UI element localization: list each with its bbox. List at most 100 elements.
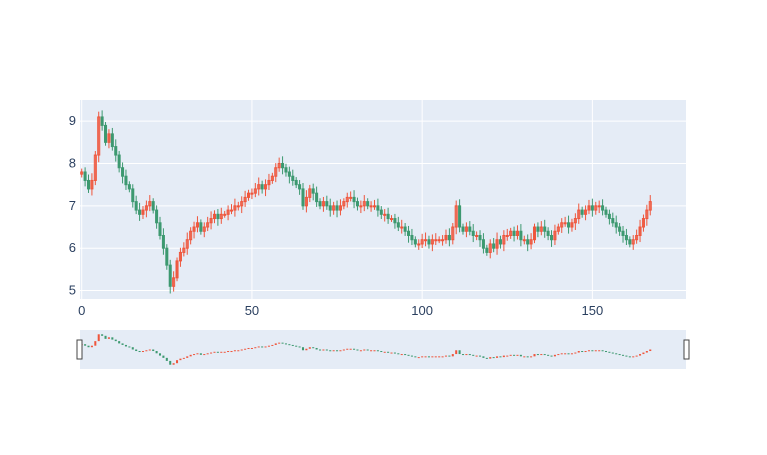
y-tick-label: 7 bbox=[69, 198, 76, 213]
mini-candle bbox=[176, 360, 179, 364]
mini-candle bbox=[206, 353, 209, 355]
candle-body bbox=[93, 154, 97, 181]
candle-body bbox=[284, 167, 288, 173]
candle bbox=[151, 198, 155, 214]
candle bbox=[155, 205, 159, 229]
candle-body bbox=[485, 247, 489, 253]
candle-body bbox=[383, 213, 387, 216]
candle bbox=[175, 257, 179, 282]
candle bbox=[372, 199, 377, 210]
candle-body bbox=[590, 205, 594, 211]
mini-candle bbox=[404, 354, 407, 356]
candle bbox=[311, 183, 315, 201]
candle bbox=[444, 229, 448, 244]
rangeslider-handle-left[interactable] bbox=[76, 339, 83, 360]
candle-body bbox=[138, 209, 142, 215]
rangeslider-handle-right[interactable] bbox=[683, 339, 690, 360]
candle bbox=[161, 228, 165, 255]
candle bbox=[553, 224, 557, 246]
mini-candle bbox=[598, 350, 601, 352]
rangeslider-background[interactable] bbox=[80, 330, 686, 369]
mini-candle bbox=[179, 358, 182, 361]
mini-candle bbox=[410, 355, 413, 357]
candle-body bbox=[199, 222, 203, 232]
candle bbox=[420, 233, 424, 248]
candle bbox=[604, 206, 608, 218]
candle bbox=[471, 224, 475, 243]
candle-body bbox=[175, 260, 179, 279]
candle bbox=[117, 151, 121, 173]
candle bbox=[434, 233, 438, 246]
mini-candle bbox=[210, 352, 213, 354]
candle-body bbox=[352, 196, 356, 203]
candlestick-series[interactable] bbox=[80, 110, 652, 294]
candle-body bbox=[560, 222, 564, 228]
candle bbox=[158, 216, 162, 240]
candle-body bbox=[212, 213, 216, 220]
x-tick-label: 0 bbox=[78, 303, 85, 318]
candle bbox=[570, 218, 574, 232]
candle bbox=[131, 184, 135, 208]
candle-body bbox=[250, 192, 254, 195]
candle bbox=[624, 228, 628, 246]
candle bbox=[641, 214, 645, 232]
mini-candle bbox=[461, 354, 465, 356]
mini-candle bbox=[519, 354, 522, 357]
mini-candle bbox=[421, 356, 424, 358]
y-tick-label: 8 bbox=[69, 156, 76, 171]
candle-body bbox=[478, 234, 482, 241]
candle-body bbox=[301, 188, 305, 207]
candle bbox=[277, 157, 281, 172]
candle bbox=[298, 180, 302, 195]
candle-body bbox=[338, 205, 342, 211]
candle-body bbox=[573, 218, 577, 224]
candle bbox=[124, 169, 128, 190]
rangeslider-series bbox=[80, 334, 652, 365]
candle bbox=[335, 200, 339, 218]
mini-candle bbox=[502, 355, 505, 358]
candle-body bbox=[471, 230, 475, 236]
candle bbox=[628, 236, 632, 248]
candle-body bbox=[628, 239, 632, 245]
candle-body bbox=[294, 179, 298, 186]
x-tick-label: 150 bbox=[582, 303, 604, 318]
mini-candle bbox=[257, 346, 260, 348]
candle bbox=[80, 168, 84, 178]
mini-candle bbox=[444, 355, 448, 357]
candle-body bbox=[519, 230, 523, 241]
mini-candle bbox=[642, 352, 645, 355]
candle-body bbox=[114, 146, 118, 156]
candle-body bbox=[332, 205, 336, 211]
mini-candle bbox=[577, 351, 580, 353]
mini-candle bbox=[594, 350, 597, 352]
candle bbox=[611, 212, 615, 227]
mini-candle bbox=[475, 355, 478, 357]
mini-candle bbox=[632, 356, 635, 358]
y-tick-label: 6 bbox=[69, 240, 76, 255]
candle bbox=[584, 205, 588, 221]
candle-body bbox=[328, 205, 332, 211]
mini-candle bbox=[621, 354, 625, 356]
candle bbox=[355, 197, 359, 211]
candle bbox=[573, 213, 577, 230]
grid-lines bbox=[80, 100, 686, 299]
candle-body bbox=[464, 226, 468, 232]
candle-body bbox=[325, 201, 329, 207]
mini-candle bbox=[434, 356, 437, 358]
mini-candle bbox=[141, 351, 145, 353]
candle bbox=[325, 195, 329, 210]
candle-body bbox=[83, 171, 87, 181]
candle-body bbox=[277, 163, 281, 169]
candle bbox=[189, 227, 193, 245]
mini-candle bbox=[148, 349, 151, 351]
candle bbox=[505, 228, 509, 241]
mini-candle bbox=[530, 356, 533, 358]
mini-candle bbox=[254, 347, 257, 349]
candle-body bbox=[618, 226, 622, 232]
mini-candle bbox=[414, 356, 417, 358]
candle bbox=[172, 271, 176, 292]
mini-candle bbox=[509, 354, 512, 356]
mini-candle bbox=[155, 351, 158, 354]
mini-candle bbox=[615, 353, 618, 355]
